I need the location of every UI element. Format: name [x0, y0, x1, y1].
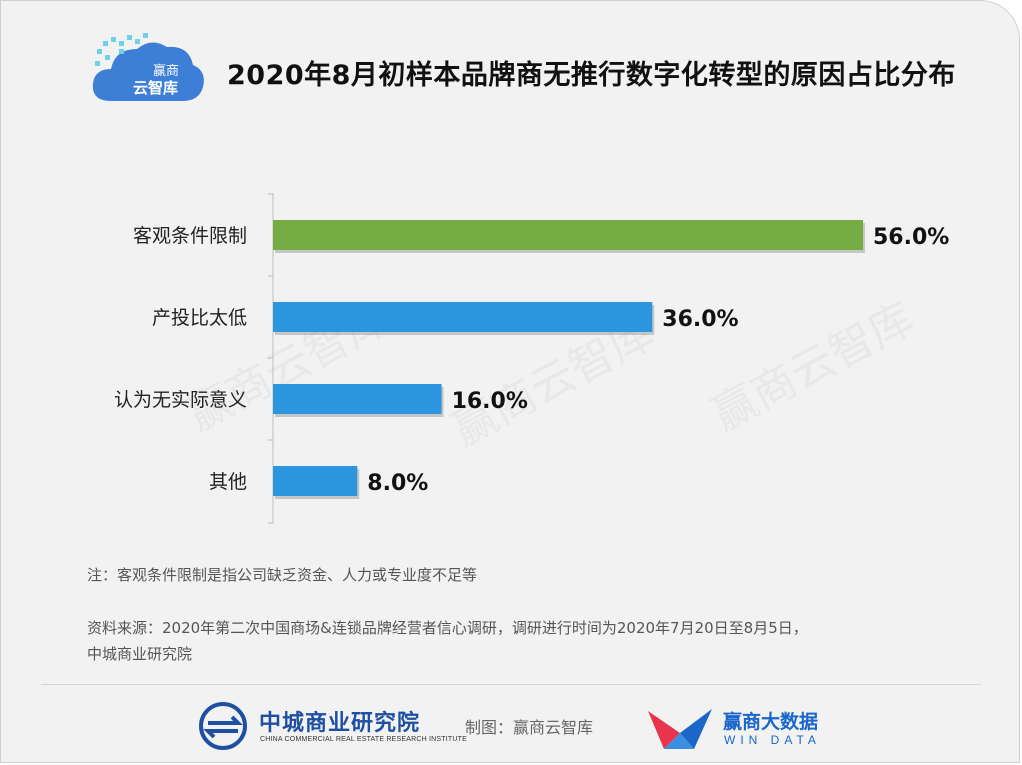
institute-name: 中城商业研究院 — [259, 710, 421, 736]
value-label: 56.0% — [873, 225, 949, 250]
cloud-logo: 赢商 云智库 — [92, 33, 204, 101]
source-line-2: 中城商业研究院 — [87, 645, 193, 663]
chart-note: 注：客观条件限制是指公司缺乏资金、人力或专业度不足等 — [87, 566, 478, 584]
value-label: 16.0% — [452, 389, 528, 414]
value-label: 8.0% — [367, 471, 428, 496]
chart-maker: 制图：赢商云智库 — [465, 718, 594, 737]
bar — [273, 220, 863, 250]
bar — [273, 466, 358, 496]
category-label: 认为无实际意义 — [114, 389, 247, 411]
logo-text-1: 赢商 — [153, 63, 179, 79]
institute-name-en: CHINA COMMERCIAL REAL ESTATE RESEARCH IN… — [260, 736, 467, 743]
institute-logo-icon — [199, 702, 247, 750]
win-data-name: 赢商大数据 — [723, 711, 819, 733]
value-label: 36.0% — [662, 307, 738, 332]
bar — [273, 384, 442, 414]
category-label: 客观条件限制 — [133, 225, 247, 247]
win-data-logo-icon — [648, 709, 712, 749]
source-line-1: 资料来源：2020年第二次中国商场&连锁品牌经营者信心调研，调研进行时间为202… — [87, 619, 808, 637]
page-title: 2020年8月初样本品牌商无推行数字化转型的原因占比分布 — [227, 60, 956, 91]
bar-chart: 客观条件限制 56.0% 产投比太低 36.0% 认为无实际意义 16.0% 其他 8.0% — [114, 193, 949, 524]
category-label: 产投比太低 — [152, 307, 247, 329]
source-text: 资料来源：2020年第二次中国商场&连锁品牌经营者信心调研，调研进行时间为202… — [87, 615, 987, 667]
win-data-name-en: WIN DATA — [724, 733, 821, 747]
category-label: 其他 — [209, 471, 247, 493]
logo-text-2: 云智库 — [133, 79, 178, 97]
footer-divider — [41, 684, 981, 685]
bar — [273, 302, 653, 332]
